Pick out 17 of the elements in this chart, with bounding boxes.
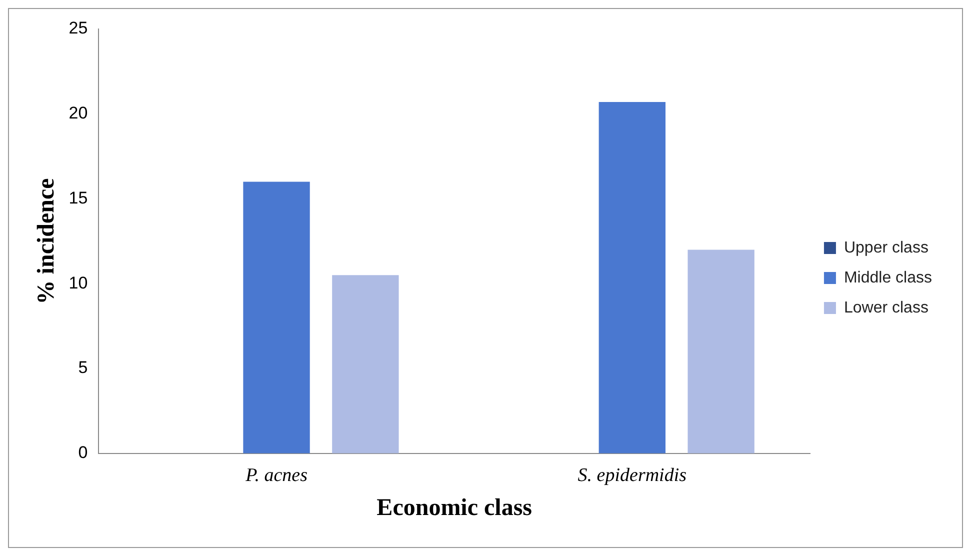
- y-tick-label: 5: [78, 358, 88, 378]
- y-tick-label: 15: [68, 188, 88, 208]
- bar: [688, 250, 754, 454]
- y-tick-label: 0: [78, 443, 88, 462]
- legend-label: Upper class: [844, 239, 928, 256]
- y-tick-label: 25: [68, 18, 88, 38]
- bar: [332, 275, 399, 454]
- legend-label: Middle class: [844, 269, 932, 286]
- legend-label: Lower class: [844, 299, 928, 316]
- y-tick-label: 10: [68, 273, 88, 292]
- x-tick-label: S. epidermidis: [578, 464, 687, 486]
- bar: [598, 102, 666, 454]
- bar: [243, 182, 310, 454]
- y-axis-title: % incidence: [34, 178, 60, 304]
- x-axis-title: Economic class: [376, 494, 532, 521]
- y-tick-label: 20: [68, 104, 88, 123]
- x-tick-label: P. acnes: [244, 464, 308, 486]
